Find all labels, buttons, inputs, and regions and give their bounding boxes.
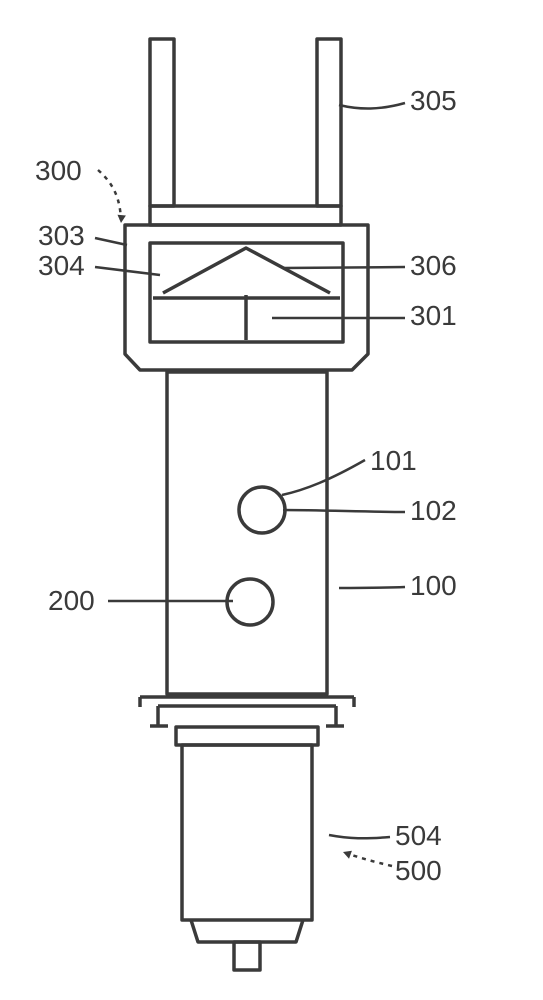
label-500: 500 — [395, 855, 442, 886]
fork-join — [150, 206, 341, 225]
pin — [234, 942, 260, 970]
leader-504 — [329, 835, 390, 838]
lower-top — [176, 727, 318, 745]
label-101: 101 — [370, 445, 417, 476]
arrow-leader-300 — [98, 170, 121, 220]
label-300: 300 — [35, 155, 82, 186]
label-100: 100 — [410, 570, 457, 601]
lower-body — [182, 745, 312, 920]
label-303: 303 — [38, 220, 85, 251]
label-102: 102 — [410, 495, 457, 526]
label-306: 306 — [410, 250, 457, 281]
label-304: 304 — [38, 250, 85, 281]
lower-taper — [191, 920, 303, 942]
flange-t — [158, 706, 336, 726]
main-body — [167, 372, 327, 694]
leader-101 — [282, 460, 365, 495]
label-301: 301 — [410, 300, 457, 331]
leader-306 — [283, 267, 405, 268]
leader-102 — [283, 510, 405, 512]
label-200: 200 — [48, 585, 95, 616]
arrow-leader-500 — [346, 853, 392, 866]
circle-bottom — [227, 579, 273, 625]
leader-100 — [339, 587, 405, 588]
leader-305 — [339, 103, 405, 109]
label-504: 504 — [395, 820, 442, 851]
circle-top — [239, 487, 285, 533]
leader-303 — [95, 238, 127, 245]
triangle — [163, 248, 330, 293]
fork-right — [317, 39, 341, 206]
technical-diagram: 305 300 303304 306 301 101 102 100 200 504 500 — [0, 0, 543, 1000]
label-305: 305 — [410, 85, 457, 116]
fork-left — [150, 39, 174, 206]
